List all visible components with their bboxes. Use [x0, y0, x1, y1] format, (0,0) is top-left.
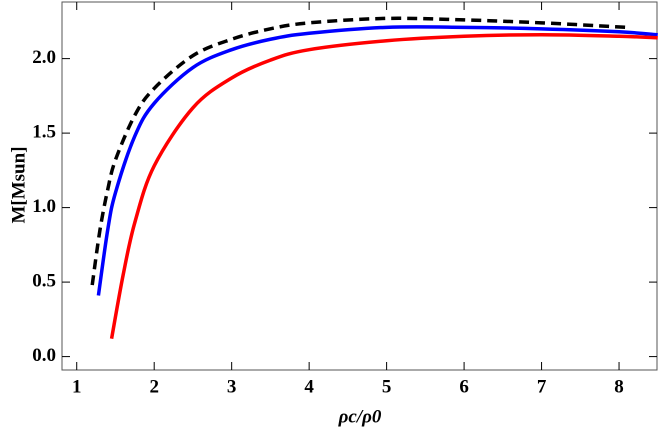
series-line [109, 33, 658, 340]
x-tick-label: 5 [382, 376, 392, 397]
y-tick-label: 0.5 [32, 270, 56, 291]
x-tick-label: 1 [72, 376, 82, 397]
y-tick-label: 0.0 [32, 345, 56, 366]
plot-frame [61, 1, 658, 371]
x-tick-label: 4 [304, 376, 314, 397]
y-tick-label: 1.0 [32, 196, 56, 217]
series-line [90, 16, 627, 286]
y-tick-label: 2.0 [32, 47, 56, 68]
y-axis-label: M[Msun] [8, 146, 29, 223]
x-axis-label: ρc/ρ0 [338, 406, 382, 427]
x-tick-label: 8 [614, 376, 624, 397]
x-tick-label: 6 [459, 376, 469, 397]
series-line [96, 25, 658, 296]
x-tick-label: 3 [227, 376, 237, 397]
x-tick-label: 7 [537, 376, 547, 397]
y-tick-label: 1.5 [32, 121, 56, 142]
x-tick-label: 2 [149, 376, 159, 397]
